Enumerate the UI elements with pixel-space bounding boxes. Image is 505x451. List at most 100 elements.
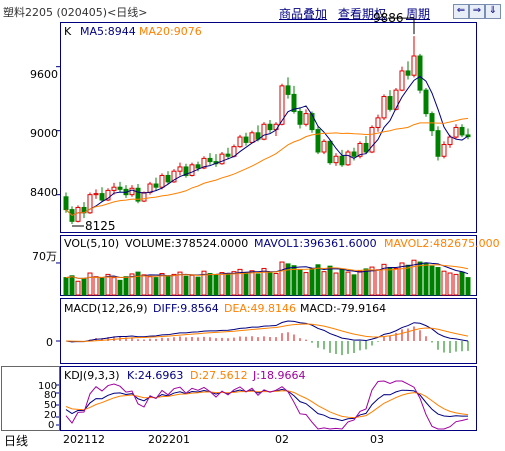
volume-bar: [453, 273, 459, 296]
candle-body: [291, 93, 297, 112]
volume-bar: [459, 271, 465, 296]
volume-bar: [171, 273, 177, 296]
candle-body: [351, 151, 357, 157]
candle-body: [333, 155, 339, 164]
kdj-tick-50: 50: [44, 400, 57, 411]
ma5-legend: MA5:8944: [80, 25, 136, 38]
vol-legend: VOL(5,10): [64, 237, 119, 250]
view-options-link[interactable]: 查看期权: [338, 7, 387, 21]
mavol1-legend: MAVOL1:396361.6000: [254, 237, 377, 250]
price-panel-frame: [60, 22, 477, 233]
candle-body: [459, 126, 465, 136]
product-overlay-link[interactable]: 商品叠加: [279, 7, 328, 21]
volume-bar: [129, 273, 135, 296]
candle-body: [417, 55, 423, 91]
volume-bar: [435, 267, 441, 296]
volume-bar: [207, 272, 213, 296]
period-link[interactable]: 周期: [406, 7, 431, 21]
volume-bar: [99, 278, 105, 296]
candle-body: [63, 196, 69, 211]
volume-bar: [69, 275, 75, 296]
volume-bar: [411, 259, 417, 296]
candle-body: [453, 126, 459, 138]
volume-bar: [123, 276, 129, 296]
ma20-line: [65, 117, 469, 217]
volume-bar: [249, 270, 255, 296]
candle-body: [321, 140, 327, 153]
candle-body: [171, 170, 177, 183]
volume-bar: [201, 270, 207, 296]
candle-body: [189, 164, 195, 176]
x-label-202201: 202201: [148, 433, 190, 446]
vol-tick: 70万: [32, 250, 57, 263]
candle-body: [219, 153, 225, 165]
diff-line: [65, 320, 469, 343]
volume-panel-frame: [60, 235, 477, 296]
volume-bar: [297, 269, 303, 296]
volume-bar: [309, 267, 315, 296]
candle-body: [195, 164, 201, 169]
candle-body: [153, 183, 159, 188]
volume-bar: [243, 272, 249, 296]
candle-body: [435, 130, 441, 157]
candle-body: [177, 166, 183, 172]
candle-body: [129, 187, 135, 196]
candle-body: [423, 89, 429, 115]
volume-bar: [423, 262, 429, 296]
mavol2-legend: MAVOL2:482675.000: [384, 237, 500, 250]
macd-value-legend: MACD:-79.9164: [300, 302, 386, 315]
volume-bar: [393, 267, 399, 296]
volume-bar: [279, 261, 285, 296]
candle-body: [303, 113, 309, 125]
volume-bar: [261, 267, 267, 296]
macd-panel-frame: [60, 298, 477, 364]
volume-bar: [381, 263, 387, 296]
candle-body: [357, 142, 363, 157]
volume-bar: [363, 268, 369, 296]
volume-bar: [357, 270, 363, 296]
volume-bar: [375, 269, 381, 296]
candle-body: [87, 194, 93, 214]
volume-bar: [285, 263, 291, 296]
volume-bar: [303, 272, 309, 296]
candle-body: [345, 151, 351, 166]
prev-arrow-icon[interactable]: ⇐: [453, 4, 469, 19]
candle-body: [201, 157, 207, 169]
volume-bar: [327, 265, 333, 296]
indicator-side-box: [1, 366, 60, 431]
candle-body: [309, 113, 315, 131]
dea-line: [65, 323, 469, 342]
volume-bar: [117, 279, 123, 296]
candle-body: [405, 70, 411, 76]
j-line: [65, 380, 469, 430]
x-label-03: 03: [370, 433, 384, 446]
candle-body: [375, 117, 381, 128]
candle-body: [447, 136, 453, 146]
volume-bar: [141, 274, 147, 296]
volume-bar: [213, 274, 219, 296]
volume-bar: [345, 271, 351, 296]
macd-legend: MACD(12,26,9): [64, 302, 148, 315]
candle-body: [141, 192, 147, 202]
kdj-tick-100: 100: [38, 381, 57, 392]
volume-bar: [189, 274, 195, 296]
next-arrow-icon[interactable]: ⇒: [469, 4, 485, 19]
volume-bar: [159, 272, 165, 296]
volume-bar: [399, 262, 405, 296]
candle-body: [411, 55, 417, 76]
k-legend: K:24.6963: [127, 369, 183, 382]
candle-body: [183, 166, 189, 176]
candle-body: [105, 189, 111, 201]
down-arrow-icon[interactable]: ⇓: [485, 4, 501, 19]
volume-bar: [147, 276, 153, 296]
candle-body: [225, 153, 231, 157]
volume-bar: [111, 277, 117, 296]
volume-bar: [75, 280, 81, 296]
candle-body: [165, 174, 171, 183]
candle-body: [243, 136, 249, 143]
candle-body: [261, 123, 267, 140]
volume-bar: [105, 273, 111, 296]
volume-bar: [447, 272, 453, 296]
price-legend-k: K: [64, 25, 72, 38]
